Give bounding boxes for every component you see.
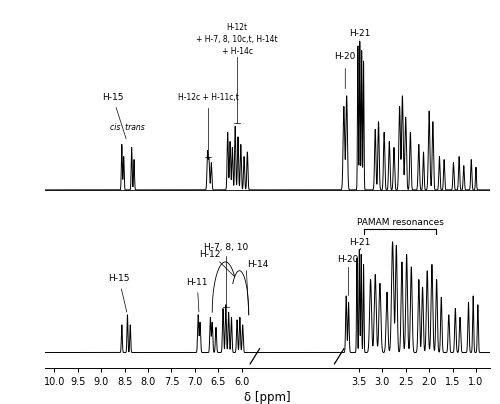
Text: H-11: H-11	[186, 278, 208, 312]
Text: H-12c + H-11c,t: H-12c + H-11c,t	[178, 93, 238, 102]
Text: H-21: H-21	[349, 29, 370, 38]
Text: H-20: H-20	[337, 255, 358, 265]
Text: PAMAM resonances: PAMAM resonances	[357, 218, 444, 227]
Text: H-20: H-20	[334, 52, 356, 61]
Text: H-15: H-15	[102, 93, 126, 139]
Text: H-21: H-21	[350, 238, 371, 247]
X-axis label: δ [ppm]: δ [ppm]	[244, 391, 291, 404]
Text: H-12t
+ H-7, 8, 10c,t, H-14t
+ H-14c: H-12t + H-7, 8, 10c,t, H-14t + H-14c	[196, 23, 278, 56]
Text: H-14: H-14	[248, 261, 268, 269]
Text: H-7, 8, 10: H-7, 8, 10	[204, 243, 248, 252]
Text: cis  trans: cis trans	[110, 123, 145, 133]
Text: H-12: H-12	[200, 250, 220, 259]
Text: H-15: H-15	[108, 274, 130, 312]
